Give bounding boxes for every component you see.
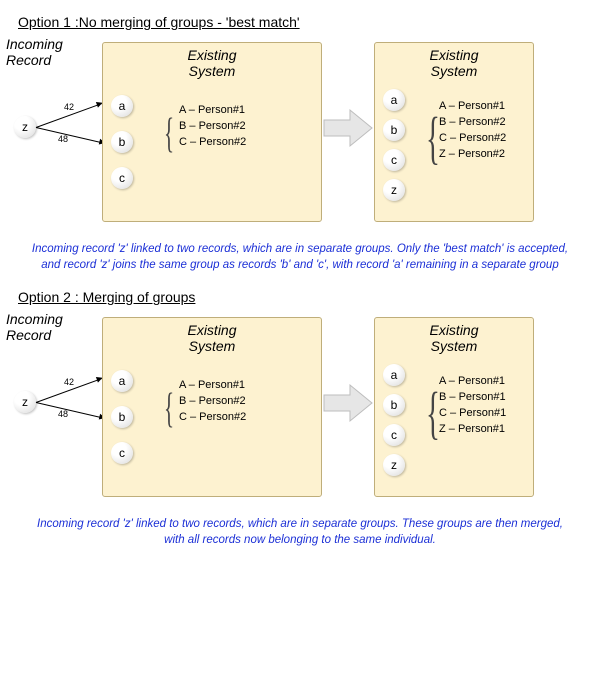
option1-title: Option 1 :No merging of groups - 'best m… <box>12 12 588 36</box>
edge-z-b <box>36 127 104 144</box>
mapping-row: Z – Person#2 <box>439 147 506 163</box>
mapping-row: B – Person#2 <box>179 394 246 410</box>
option2-right-mappings: A – Person#1 B – Person#1 C – Person#1 Z… <box>439 374 506 438</box>
brace-icon: { <box>164 113 174 155</box>
panel-title-line1: Existing <box>187 322 236 338</box>
option2-left-mappings: A – Person#1 B – Person#2 C – Person#2 <box>179 378 246 426</box>
mapping-row: A – Person#1 <box>179 378 246 394</box>
node-b: b <box>383 119 405 141</box>
edge-z-b-label: 48 <box>58 409 68 419</box>
mapping-row: C – Person#2 <box>179 135 246 151</box>
edge-z-b-label: 48 <box>58 134 68 144</box>
mapping-row: C – Person#1 <box>439 406 506 422</box>
mapping-row: A – Person#1 <box>179 103 246 119</box>
node-c: c <box>383 149 405 171</box>
panel-title: Existing System <box>103 43 321 79</box>
mapping-row: A – Person#1 <box>439 99 506 115</box>
edge-z-a-label: 42 <box>64 102 74 112</box>
big-arrow <box>322 381 374 425</box>
arrow-right-icon <box>322 381 374 425</box>
option1-right-panel: Existing System a b c z { A – Person#1 B… <box>374 42 534 222</box>
option1-left-mappings: A – Person#1 B – Person#2 C – Person#2 <box>179 103 246 151</box>
node-z: z <box>383 454 405 476</box>
panel-title-line2: System <box>189 338 236 354</box>
option2-diagram: Incoming Record z 42 48 Existing System … <box>12 311 588 511</box>
panel-title-line1: Existing <box>429 47 478 63</box>
brace-icon: { <box>426 109 440 167</box>
panel-title-line2: System <box>431 338 478 354</box>
arrow-right-icon <box>322 106 374 150</box>
node-a: a <box>383 364 405 386</box>
mapping-row: B – Person#1 <box>439 390 506 406</box>
option1-incoming-col: Incoming Record z 42 48 <box>12 36 102 102</box>
node-a: a <box>383 89 405 111</box>
mapping-row: B – Person#2 <box>179 119 246 135</box>
panel-title: Existing System <box>375 318 533 354</box>
node-c: c <box>111 167 133 189</box>
panel-title-line1: Existing <box>429 322 478 338</box>
node-b: b <box>383 394 405 416</box>
mapping-row: C – Person#2 <box>439 131 506 147</box>
mapping-row: Z – Person#1 <box>439 422 506 438</box>
edge-z-a-label: 42 <box>64 377 74 387</box>
option1-diagram: Incoming Record z 42 48 Existing System … <box>12 36 588 236</box>
mapping-row: B – Person#2 <box>439 115 506 131</box>
panel-title: Existing System <box>375 43 533 79</box>
big-arrow <box>322 106 374 150</box>
node-z: z <box>14 391 36 413</box>
node-z: z <box>383 179 405 201</box>
node-a: a <box>111 95 133 117</box>
incoming-label-line1: Incoming <box>6 36 63 52</box>
node-b: b <box>111 406 133 428</box>
panel-title-line2: System <box>431 63 478 79</box>
incoming-label-line1: Incoming <box>6 311 63 327</box>
option1-caption: Incoming record 'z' linked to two record… <box>12 236 588 287</box>
panel-title-line1: Existing <box>187 47 236 63</box>
mapping-row: A – Person#1 <box>439 374 506 390</box>
brace-icon: { <box>426 384 440 442</box>
option1-left-panel: Existing System a b c { A – Person#1 B –… <box>102 42 322 222</box>
panel-title: Existing System <box>103 318 321 354</box>
node-c: c <box>111 442 133 464</box>
option2-caption: Incoming record 'z' linked to two record… <box>12 511 588 562</box>
incoming-label: Incoming Record <box>6 311 102 343</box>
brace-icon: { <box>164 388 174 430</box>
incoming-label-line2: Record <box>6 52 51 68</box>
option1-right-mappings: A – Person#1 B – Person#2 C – Person#2 Z… <box>439 99 506 163</box>
option2-incoming-col: Incoming Record z 42 48 <box>12 311 102 377</box>
option2-title: Option 2 : Merging of groups <box>12 287 588 311</box>
edge-z-b <box>36 402 104 419</box>
incoming-label: Incoming Record <box>6 36 102 68</box>
mapping-row: C – Person#2 <box>179 410 246 426</box>
option2-right-panel: Existing System a b c z { A – Person#1 B… <box>374 317 534 497</box>
node-a: a <box>111 370 133 392</box>
node-c: c <box>383 424 405 446</box>
incoming-label-line2: Record <box>6 327 51 343</box>
node-z: z <box>14 116 36 138</box>
node-b: b <box>111 131 133 153</box>
option2-left-panel: Existing System a b c { A – Person#1 B –… <box>102 317 322 497</box>
panel-title-line2: System <box>189 63 236 79</box>
